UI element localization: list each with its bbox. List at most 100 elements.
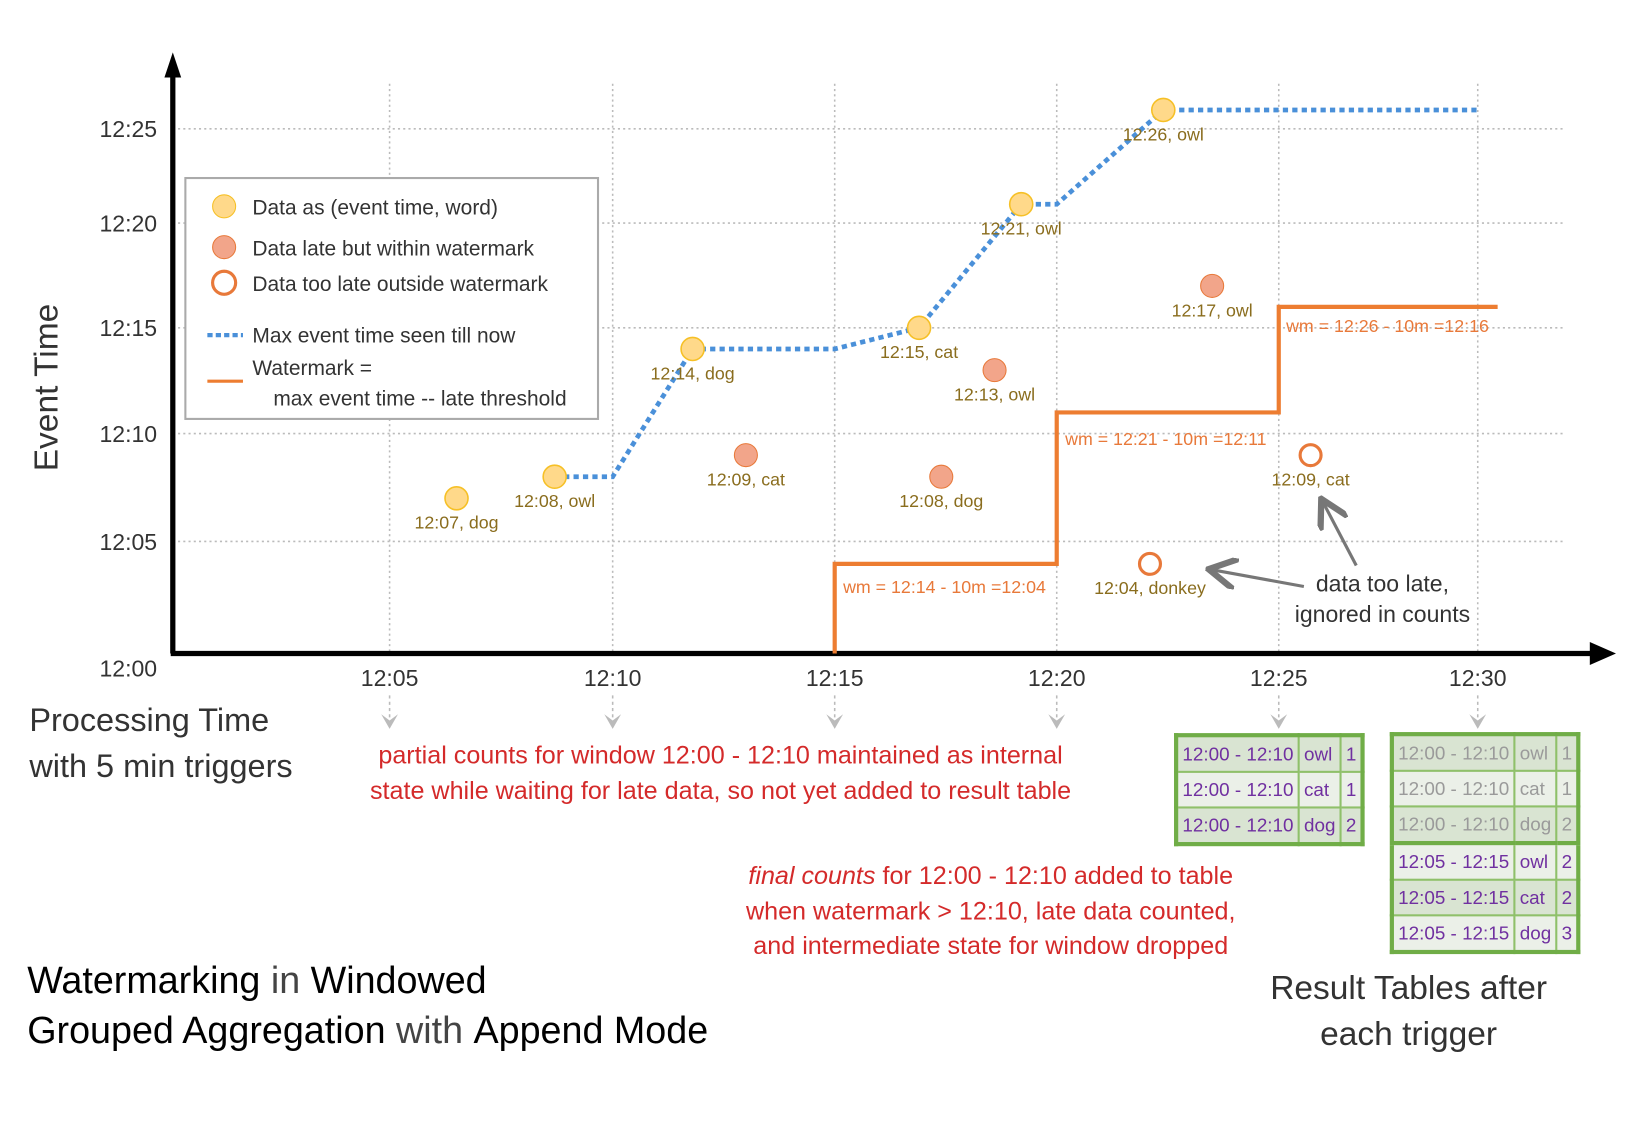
title-part: Watermarking [27, 959, 260, 1001]
legend-item: Watermark = [252, 357, 372, 380]
trigger-arrowhead-icon [1270, 714, 1288, 729]
x-axis-label-line1: Processing Time [29, 702, 269, 738]
point-marker [1200, 273, 1225, 298]
final-counts-emphasis: final counts [748, 862, 876, 890]
final-note-line1: final counts for 12:00 - 12:10 added to … [748, 862, 1233, 890]
axis-ticks: 12:00 12:05 12:10 12:15 12:20 12:25 12:05 12:10… [99, 116, 1507, 729]
word-cell: cat [1513, 878, 1558, 917]
watermark-label-2: wm = 12:21 - 10m =12:11 [1064, 429, 1267, 449]
data-point-on-time: 12:15, cat [880, 315, 958, 362]
table-row: 12:05 - 12:15 cat 2 [1390, 878, 1580, 917]
watermark-line [832, 304, 1498, 654]
title-line2: Grouped Aggregation with Append Mode [27, 1009, 708, 1051]
word-cell: cat [1513, 769, 1558, 808]
data-point-on-time: 12:21, owl [981, 191, 1062, 239]
trigger-arrowhead-icon [604, 714, 622, 729]
point-label: 12:26, owl [1123, 124, 1204, 144]
word-cell: dog [1513, 914, 1558, 954]
data-point-late: 12:08, dog [899, 464, 983, 511]
legend-late-icon [212, 235, 237, 260]
x-axis-arrow-icon [1589, 641, 1616, 666]
title-part: Windowed [311, 959, 487, 1001]
table-row: 12:00 - 12:10 owl 1 [1175, 734, 1364, 773]
count-cell: 1 [1339, 770, 1364, 809]
point-marker [929, 464, 954, 489]
count-cell: 2 [1555, 840, 1580, 881]
y-tick-label: 12:10 [99, 421, 157, 447]
count-cell: 1 [1339, 734, 1364, 773]
window-cell: 12:00 - 12:10 [1175, 734, 1300, 773]
window-cell: 12:00 - 12:10 [1390, 805, 1516, 845]
trigger-arrowhead-icon [1469, 714, 1487, 729]
data-point-on-time: 12:08, owl [514, 464, 595, 511]
data-point-on-time: 12:07, dog [414, 485, 499, 533]
data-point-late: 12:17, owl [1172, 273, 1253, 320]
y-tick-label: 12:00 [99, 656, 157, 682]
count-cell: 1 [1555, 733, 1580, 772]
point-label: 12:13, owl [954, 384, 1035, 404]
legend-item: Data late but within watermark [252, 238, 534, 261]
table-row: 12:05 - 12:15 owl 2 [1390, 840, 1580, 881]
x-tick-label: 12:15 [806, 665, 864, 691]
point-label: 12:09, cat [707, 470, 785, 490]
y-axis-label: Event Time [29, 304, 66, 472]
table-row: 12:00 - 12:10 cat 1 [1175, 770, 1364, 809]
partial-note-line2: state while waiting for late data, so no… [370, 777, 1071, 805]
table-row: 12:00 - 12:10 owl 1 [1390, 733, 1580, 772]
window-cell: 12:00 - 12:10 [1390, 733, 1516, 772]
final-note-rest: for 12:00 - 12:10 added to table [875, 862, 1233, 890]
word-cell: owl [1513, 733, 1558, 772]
result-table-trigger-1: 12:00 - 12:10 owl 1 12:00 - 12:10 cat 1 12:00 … [1174, 733, 1365, 847]
word-cell: owl [1513, 840, 1558, 881]
legend: Data as (event time, word) Data late but… [184, 176, 600, 420]
point-marker [1298, 443, 1323, 468]
result-table-trigger-2: 12:00 - 12:10 owl 1 12:00 - 12:10 cat 1 12:00 … [1389, 732, 1581, 955]
point-marker [1008, 191, 1034, 217]
count-cell: 3 [1555, 914, 1580, 954]
y-tick-label: 12:20 [99, 210, 157, 236]
point-marker [733, 443, 758, 468]
data-point-on-time: 12:26, owl [1123, 97, 1204, 144]
too-late-note-line1: data too late, [1316, 571, 1449, 597]
point-marker [982, 358, 1007, 383]
point-label: 12:04, donkey [1094, 578, 1206, 598]
trigger-arrowhead-icon [381, 714, 398, 729]
x-tick-label: 12:25 [1250, 665, 1308, 691]
point-marker [444, 485, 469, 511]
x-axis-label-line2: with 5 min triggers [28, 748, 292, 784]
point-label: 12:17, owl [1172, 300, 1253, 320]
table-row: 12:00 - 12:10 dog 2 [1390, 805, 1580, 845]
x-tick-label: 12:30 [1449, 665, 1507, 691]
point-marker [906, 315, 932, 341]
window-cell: 12:00 - 12:10 [1175, 770, 1300, 809]
data-point-late: 12:13, owl [954, 358, 1035, 404]
data-point-too-late: 12:04, donkey [1094, 551, 1206, 598]
point-marker [1137, 551, 1163, 576]
x-tick-label: 12:20 [1028, 665, 1086, 691]
table-row: 12:05 - 12:15 dog 3 [1390, 914, 1580, 954]
window-cell: 12:05 - 12:15 [1390, 914, 1516, 954]
tables-caption-line1: Result Tables after [1270, 970, 1547, 1007]
max-event-time-line [554, 107, 1478, 480]
watermark-label-1: wm = 12:14 - 10m =12:04 [842, 577, 1046, 597]
word-cell: owl [1297, 734, 1342, 773]
word-cell: cat [1297, 770, 1342, 809]
point-label: 12:08, owl [514, 491, 595, 511]
title-part: Grouped Aggregation [27, 1009, 385, 1051]
point-label: 12:14, dog [651, 363, 735, 383]
word-cell: dog [1513, 805, 1558, 845]
point-label: 12:07, dog [414, 513, 498, 533]
word-cell: dog [1297, 806, 1342, 846]
x-tick-label: 12:10 [584, 665, 642, 691]
legend-item: Data as (event time, word) [252, 197, 498, 220]
legend-on-time-icon [212, 194, 237, 219]
data-point-late: 12:09, cat [707, 443, 785, 490]
trigger-arrowhead-icon [1048, 714, 1066, 729]
data-point-on-time: 12:14, dog [651, 336, 735, 383]
table-row: 12:00 - 12:10 dog 2 [1175, 806, 1364, 846]
window-cell: 12:05 - 12:15 [1390, 840, 1516, 881]
y-tick-label: 12:05 [99, 529, 157, 555]
title-part: in [260, 959, 310, 1001]
arrow-to-donkey-icon [1212, 570, 1305, 587]
